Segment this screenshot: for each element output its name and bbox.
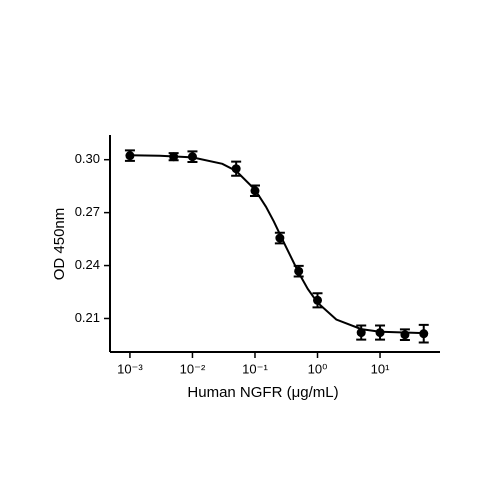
x-tick-label: 10⁻³ (117, 361, 143, 376)
data-point (275, 233, 285, 243)
y-tick-label: 0.30 (75, 151, 100, 166)
data-point (187, 152, 197, 162)
data-point (294, 266, 304, 276)
x-tick-label: 10⁻² (180, 361, 206, 376)
data-point (125, 151, 135, 161)
x-tick-label: 10⁻¹ (242, 361, 268, 376)
data-point (169, 152, 179, 162)
data-point (356, 328, 366, 338)
data-point (250, 186, 260, 196)
data-point (313, 295, 323, 305)
y-tick-label: 0.27 (75, 204, 100, 219)
y-tick-label: 0.24 (75, 257, 100, 272)
x-tick-label: 10⁰ (308, 361, 328, 376)
y-axis-label: OD 450nm (51, 208, 68, 281)
data-point (231, 164, 241, 174)
data-point (375, 328, 385, 338)
data-point (400, 330, 410, 340)
x-tick-label: 10¹ (371, 361, 390, 376)
x-axis-label: Human NGFR (μg/mL) (187, 384, 338, 401)
y-tick-label: 0.21 (75, 310, 100, 325)
data-point (419, 329, 429, 339)
